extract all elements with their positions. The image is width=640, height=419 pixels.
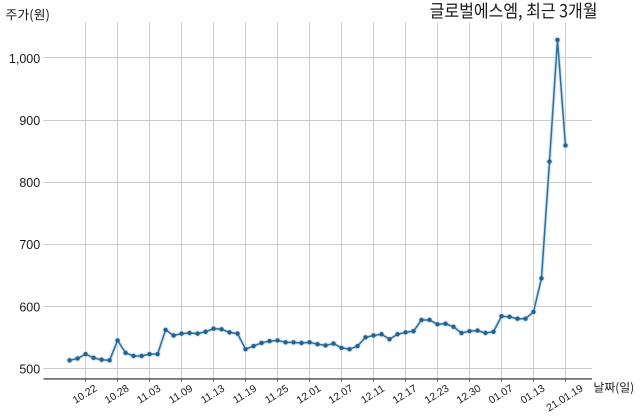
- svg-text:500: 500: [19, 362, 40, 376]
- svg-text:700: 700: [19, 238, 40, 252]
- svg-text:600: 600: [19, 300, 40, 314]
- svg-text:1,000: 1,000: [9, 52, 40, 66]
- svg-text:900: 900: [19, 114, 40, 128]
- svg-text:800: 800: [19, 176, 40, 190]
